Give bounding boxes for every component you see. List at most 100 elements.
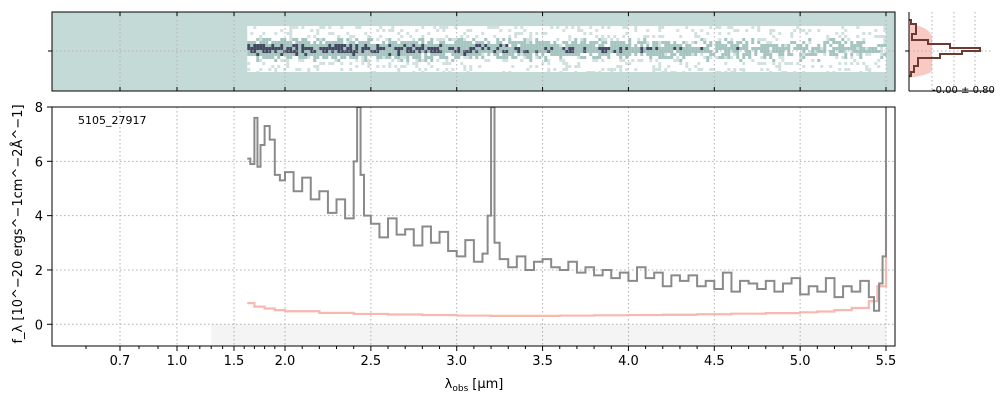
spectrum-2d-pixel <box>397 59 401 62</box>
spectrum-2d-pixel <box>736 44 740 47</box>
spectrum-2d-pixel <box>286 32 290 35</box>
spectrum-2d-pixel <box>337 41 341 44</box>
spectrum-2d-pixel <box>418 50 422 53</box>
spectrum-2d-pixel <box>466 56 470 59</box>
spectrum-2d-pixel <box>694 41 698 44</box>
spectrum-2d-pixel <box>856 26 860 29</box>
spectrum-2d-pixel <box>697 35 701 38</box>
spectrum-2d-pixel <box>652 68 656 71</box>
spectrum-2d-pixel <box>346 41 350 44</box>
spectrum-2d-pixel <box>550 26 554 29</box>
spectrum-2d-pixel <box>421 71 425 74</box>
spectrum-2d-pixel <box>610 41 614 44</box>
spectrum-2d-pixel <box>709 26 713 29</box>
spectrum-2d-pixel <box>718 44 722 47</box>
spectrum-2d-pixel <box>454 26 458 29</box>
spectrum-2d-pixel <box>565 41 569 44</box>
spectrum-2d-pixel <box>349 53 353 56</box>
spectrum-2d-pixel <box>496 44 500 47</box>
spectrum-2d-pixel <box>544 50 548 53</box>
spectrum-2d-pixel <box>652 44 656 47</box>
spectrum-2d-pixel <box>376 65 380 68</box>
spectrum-2d-pixel <box>739 59 743 62</box>
spectrum-2d-pixel <box>697 68 701 71</box>
spectrum-2d-pixel <box>763 56 767 59</box>
spectrum-2d-pixel <box>760 44 764 47</box>
spectrum-1d-panel: 0.7 1.0 1.5 2.0 2.5 3.0 3.5 4.0 4.5 5.0 5.5 0 2 4 6 8 <box>35 101 897 369</box>
spectrum-2d-pixel <box>847 68 851 71</box>
spectrum-2d-pixel <box>607 47 611 50</box>
spectrum-2d-pixel <box>832 38 836 41</box>
spectrum-2d-pixel <box>655 59 659 62</box>
spectrum-2d-pixel <box>643 41 647 44</box>
spectrum-2d-pixel <box>379 35 383 38</box>
spectrum-2d-pixel <box>784 62 788 65</box>
spectrum-2d-pixel <box>631 47 635 50</box>
spectrum-2d-pixel <box>856 53 860 56</box>
spectrum-2d-pixel <box>694 53 698 56</box>
spectrum-2d-pixel <box>481 53 485 56</box>
spectrum-2d-pixel <box>526 47 530 50</box>
spectrum-2d-pixel <box>841 44 845 47</box>
spectrum-2d-pixel <box>349 44 353 47</box>
spectrum-2d-pixel <box>508 38 512 41</box>
spectrum-2d-pixel <box>496 50 500 53</box>
spectrum-2d-pixel <box>475 35 479 38</box>
spectrum-2d-pixel <box>271 53 275 56</box>
spectrum-2d-pixel <box>361 56 365 59</box>
spectrum-2d-pixel <box>598 47 602 50</box>
spectrum-2d-pixel <box>835 56 839 59</box>
spectrum-2d-pixel <box>250 44 254 47</box>
spectrum-2d-pixel <box>544 32 548 35</box>
spectrum-2d-pixel <box>277 53 281 56</box>
spectrum-2d-pixel <box>454 56 458 59</box>
spectrum-2d-pixel <box>760 38 764 41</box>
spectrum-2d-pixel <box>721 44 725 47</box>
spectrum-2d-pixel <box>289 32 293 35</box>
spectrum-2d-pixel <box>265 56 269 59</box>
spectrum-2d-pixel <box>487 53 491 56</box>
spectrum-2d-pixel <box>589 50 593 53</box>
spectrum-2d-pixel <box>598 50 602 53</box>
spectrum-2d-pixel <box>430 65 434 68</box>
spectrum-2d-pixel <box>589 41 593 44</box>
spectrum-2d-pixel <box>469 44 473 47</box>
spectrum-2d-pixel <box>586 47 590 50</box>
spectrum-2d-pixel <box>313 65 317 68</box>
spectrum-2d-pixel <box>445 68 449 71</box>
spectrum-2d-pixel <box>742 38 746 41</box>
spectrum-2d-pixel <box>646 53 650 56</box>
spectrum-2d-pixel <box>706 47 710 50</box>
spectrum-2d-pixel <box>439 38 443 41</box>
spectrum-2d-pixel <box>307 71 311 74</box>
spectrum-2d-pixel <box>718 26 722 29</box>
spectrum-2d-pixel <box>661 26 665 29</box>
spectrum-2d-pixel <box>793 29 797 32</box>
spectrum-2d-pixel <box>613 35 617 38</box>
spectrum-2d-pixel <box>316 32 320 35</box>
spectrum-2d-pixel <box>880 50 884 53</box>
spectrum-2d-pixel <box>391 29 395 32</box>
spectrum-2d-pixel <box>559 44 563 47</box>
spectrum-2d-pixel <box>694 47 698 50</box>
spectrum-2d-pixel <box>280 41 284 44</box>
spectrum-2d-pixel <box>415 62 419 65</box>
spectrum-2d-pixel <box>451 44 455 47</box>
spectrum-2d-pixel <box>688 50 692 53</box>
spectrum-2d-pixel <box>664 47 668 50</box>
spectrum-2d-pixel <box>415 53 419 56</box>
spectrum-2d-pixel <box>367 41 371 44</box>
spectrum-2d-pixel <box>502 50 506 53</box>
spectrum-2d-pixel <box>835 32 839 35</box>
spectrum-2d-pixel <box>268 68 272 71</box>
spectrum-2d-pixel <box>349 35 353 38</box>
spectrum-2d-pixel <box>292 26 296 29</box>
spectrum-2d-pixel <box>799 29 803 32</box>
spectrum-2d-pixel <box>562 29 566 32</box>
spectrum-2d-pixel <box>319 47 323 50</box>
spectrum-2d-pixel <box>361 44 365 47</box>
spectrum-2d-pixel <box>760 68 764 71</box>
spectrum-2d-pixel <box>499 47 503 50</box>
spectrum-2d-pixel <box>502 59 506 62</box>
spectrum-2d-pixel <box>658 47 662 50</box>
